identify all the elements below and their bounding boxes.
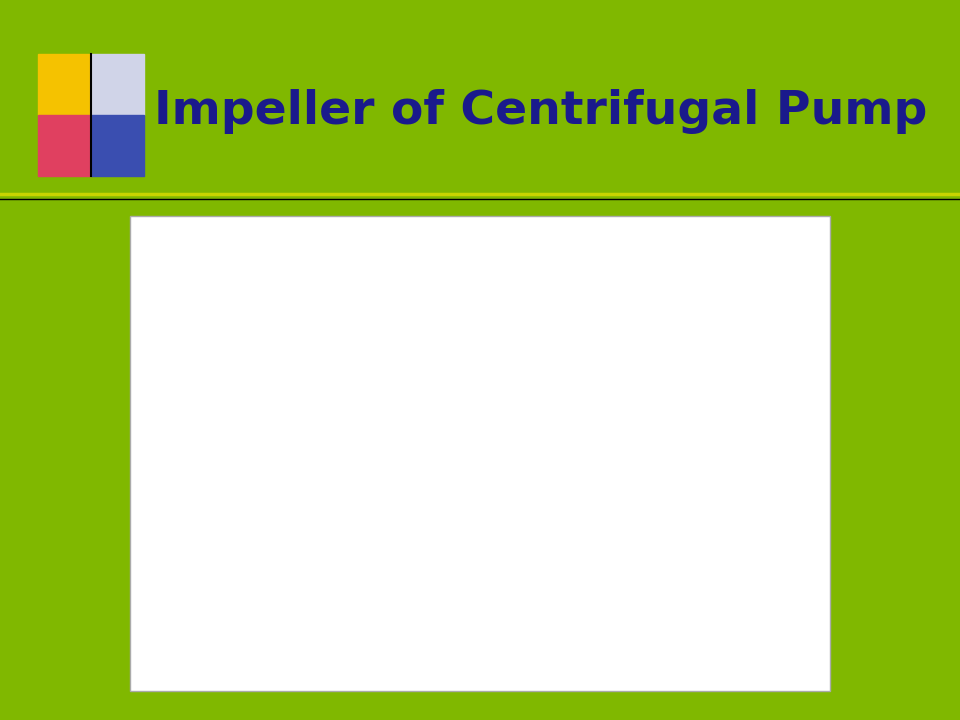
- Text: Actual Direction
of Flow: Actual Direction of Flow: [313, 363, 436, 395]
- Text: Tangential
Component
of Flow: Tangential Component of Flow: [330, 446, 419, 496]
- Text: FIGURE 25. Liquid Flow Direction: FIGURE 25. Liquid Flow Direction: [300, 663, 660, 683]
- Text: Impeller of Centrifugal Pump: Impeller of Centrifugal Pump: [154, 89, 927, 134]
- Text: Radial Component
of Flow: Radial Component of Flow: [330, 263, 471, 295]
- Text: Rotation: Rotation: [649, 312, 718, 330]
